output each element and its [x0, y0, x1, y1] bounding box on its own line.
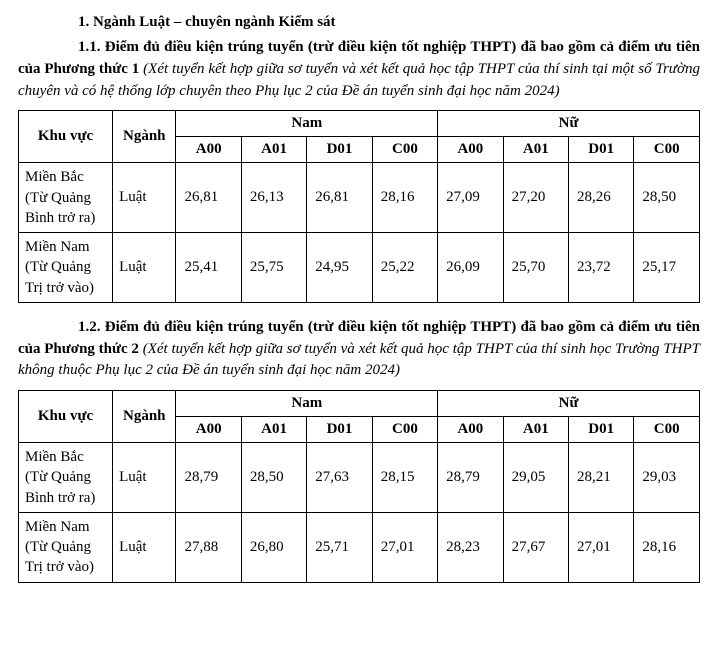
- th-khuvuc: Khu vực: [19, 111, 113, 163]
- cell-val: 27,63: [307, 443, 372, 513]
- cell-val: 25,71: [307, 512, 372, 582]
- th-sub: A01: [503, 417, 568, 443]
- cell-val: 28,23: [438, 512, 503, 582]
- cell-val: 27,09: [438, 163, 503, 233]
- table-row: Miền Bắc (Từ Quảng Bình trở ra) Luật 28,…: [19, 443, 700, 513]
- cell-val: 27,01: [372, 512, 437, 582]
- cell-val: 29,05: [503, 443, 568, 513]
- cell-val: 28,26: [569, 163, 634, 233]
- cell-val: 26,81: [176, 163, 241, 233]
- cell-val: 25,17: [634, 233, 700, 303]
- th-sub: A01: [503, 137, 568, 163]
- cell-nganh: Luật: [113, 512, 176, 582]
- th-nu: Nữ: [438, 391, 700, 417]
- cell-val: 26,80: [241, 512, 306, 582]
- th-sub: D01: [307, 137, 372, 163]
- cell-val: 27,20: [503, 163, 568, 233]
- th-sub: C00: [634, 417, 700, 443]
- cell-val: 26,13: [241, 163, 306, 233]
- th-sub: C00: [372, 417, 437, 443]
- cell-val: 24,95: [307, 233, 372, 303]
- cell-val: 23,72: [569, 233, 634, 303]
- th-sub: A00: [176, 417, 241, 443]
- table-row: Miền Nam (Từ Quảng Trị trở vào) Luật 25,…: [19, 233, 700, 303]
- cell-val: 28,79: [176, 443, 241, 513]
- section-1-2-intro: 1.2. Điểm đủ điều kiện trúng tuyển (trừ …: [18, 317, 700, 382]
- th-nganh: Ngành: [113, 111, 176, 163]
- th-nganh: Ngành: [113, 391, 176, 443]
- heading-main: 1. Ngành Luật – chuyên ngành Kiểm sát: [78, 14, 700, 31]
- th-sub: C00: [634, 137, 700, 163]
- th-sub: A01: [241, 137, 306, 163]
- cell-val: 28,50: [241, 443, 306, 513]
- cell-region: Miền Nam (Từ Quảng Trị trở vào): [19, 233, 113, 303]
- cell-val: 29,03: [634, 443, 700, 513]
- cell-val: 25,41: [176, 233, 241, 303]
- cell-val: 26,81: [307, 163, 372, 233]
- cell-val: 28,16: [372, 163, 437, 233]
- cell-val: 25,70: [503, 233, 568, 303]
- th-sub: C00: [372, 137, 437, 163]
- cell-nganh: Luật: [113, 163, 176, 233]
- th-sub: D01: [307, 417, 372, 443]
- table-row: Miền Bắc (Từ Quảng Bình trở ra) Luật 26,…: [19, 163, 700, 233]
- cell-nganh: Luật: [113, 233, 176, 303]
- cell-val: 28,16: [634, 512, 700, 582]
- cell-val: 25,22: [372, 233, 437, 303]
- cell-val: 28,50: [634, 163, 700, 233]
- cell-val: 27,88: [176, 512, 241, 582]
- th-sub: A00: [176, 137, 241, 163]
- cell-region: Miền Bắc (Từ Quảng Bình trở ra): [19, 443, 113, 513]
- th-sub: D01: [569, 417, 634, 443]
- cell-val: 28,15: [372, 443, 437, 513]
- cell-region: Miền Bắc (Từ Quảng Bình trở ra): [19, 163, 113, 233]
- cell-val: 25,75: [241, 233, 306, 303]
- table-row: Miền Nam (Từ Quảng Trị trở vào) Luật 27,…: [19, 512, 700, 582]
- th-sub: A01: [241, 417, 306, 443]
- cell-nganh: Luật: [113, 443, 176, 513]
- table-1-2: Khu vực Ngành Nam Nữ A00 A01 D01 C00 A00…: [18, 390, 700, 583]
- cell-val: 28,79: [438, 443, 503, 513]
- th-sub: A00: [438, 417, 503, 443]
- th-sub: D01: [569, 137, 634, 163]
- table-1-1: Khu vực Ngành Nam Nữ A00 A01 D01 C00 A00…: [18, 110, 700, 303]
- th-nu: Nữ: [438, 111, 700, 137]
- th-sub: A00: [438, 137, 503, 163]
- section-1-1-intro: 1.1. Điểm đủ điều kiện trúng tuyển (trừ …: [18, 37, 700, 102]
- th-nam: Nam: [176, 111, 438, 137]
- cell-val: 28,21: [569, 443, 634, 513]
- cell-val: 27,67: [503, 512, 568, 582]
- cell-region: Miền Nam (Từ Quảng Trị trở vào): [19, 512, 113, 582]
- th-khuvuc: Khu vực: [19, 391, 113, 443]
- cell-val: 26,09: [438, 233, 503, 303]
- th-nam: Nam: [176, 391, 438, 417]
- cell-val: 27,01: [569, 512, 634, 582]
